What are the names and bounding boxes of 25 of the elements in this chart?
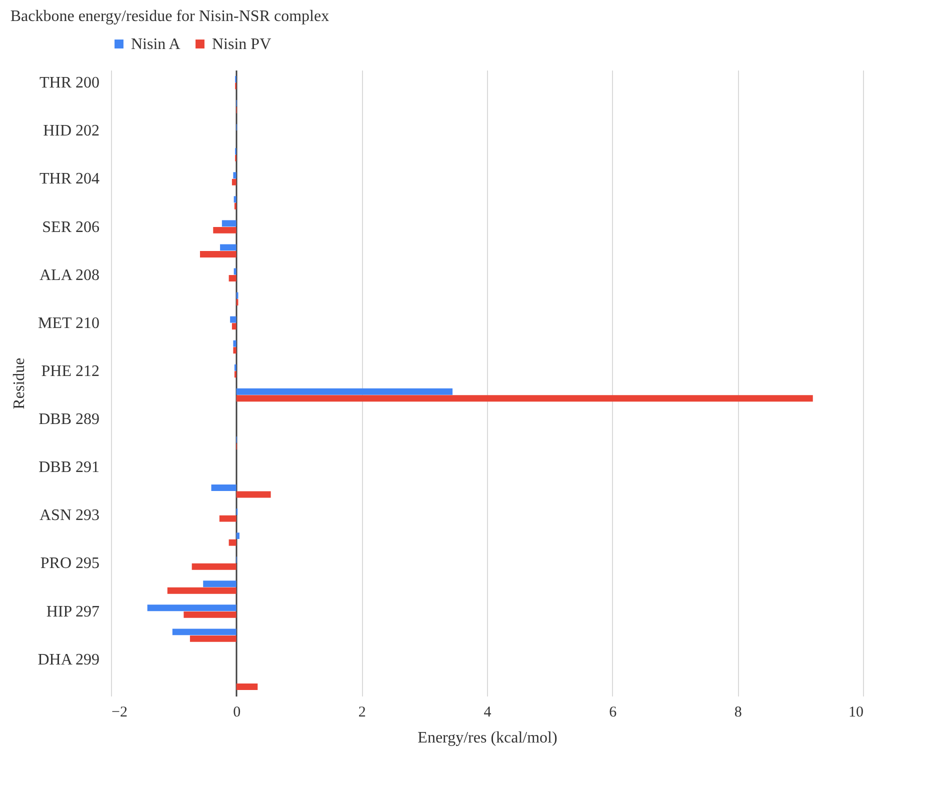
y-tick-label: PRO 295 [40,555,100,572]
y-tick-label: PHE 212 [41,362,100,380]
x-tick-label: 2 [358,704,366,720]
x-tick-label: −2 [112,704,128,720]
y-tick-label: SER 206 [42,218,100,236]
chart-title: Backbone energy/residue for Nisin-NSR complex [10,8,330,25]
x-tick-label: 6 [609,704,618,720]
x-tick-label: 0 [233,704,241,720]
y-tick-label: THR 204 [40,170,100,188]
y-tick-label: MET 210 [38,314,100,332]
x-tick-label: 4 [484,704,492,720]
x-axis-title: Energy/res (kcal/mol) [418,730,558,746]
legend-label: Nisin PV [212,36,272,53]
y-tick-label: DBB 289 [38,411,100,428]
y-tick-label: DHA 299 [38,651,100,668]
y-tick-label: DBB 291 [38,459,100,476]
y-tick-label: ASN 293 [39,507,100,524]
y-tick-label: ALA 208 [40,266,100,284]
y-tick-label: HIP 297 [46,603,100,620]
y-tick-label: HID 202 [43,122,100,140]
legend-label: Nisin A [131,36,181,53]
y-axis-title: Residue [10,358,28,410]
x-tick-label: 8 [734,704,742,720]
y-tick-label: THR 200 [40,74,100,92]
x-tick-label: 10 [848,704,864,720]
